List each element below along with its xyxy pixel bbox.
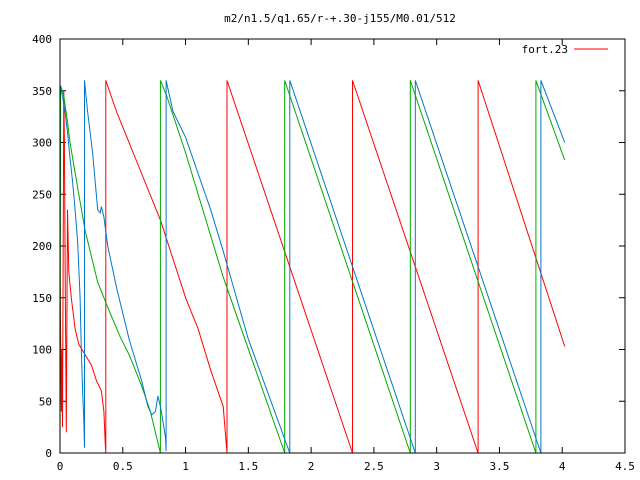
series-group <box>59 80 566 454</box>
x-tick-label: 2 <box>308 460 315 473</box>
y-tick-label: 350 <box>32 85 52 98</box>
x-tick-label: 1 <box>182 460 189 473</box>
x-tick-label: 4.5 <box>615 460 635 473</box>
chart-title: m2/n1.5/q1.65/r-+.30-j155/M0.01/512 <box>224 12 456 25</box>
x-axis: 0 0.5 1 1.5 2 2.5 3 3.5 4 4.5 <box>57 39 635 473</box>
x-tick-label: 1.5 <box>238 460 258 473</box>
y-tick-label: 150 <box>32 292 52 305</box>
series-line-2 <box>59 80 566 454</box>
x-tick-label: 2.5 <box>364 460 384 473</box>
x-tick-label: 3.5 <box>490 460 510 473</box>
x-tick-label: 0 <box>57 460 64 473</box>
legend-label: fort.23 <box>522 43 568 56</box>
y-tick-label: 250 <box>32 188 52 201</box>
y-axis: 0 50 100 150 200 250 300 350 400 <box>32 33 625 460</box>
y-tick-label: 50 <box>39 395 52 408</box>
y-tick-label: 200 <box>32 240 52 253</box>
y-tick-label: 300 <box>32 137 52 150</box>
x-tick-label: 0.5 <box>113 460 133 473</box>
plot-frame <box>59 38 626 454</box>
x-tick-label: 3 <box>433 460 440 473</box>
y-tick-label: 400 <box>32 33 52 46</box>
y-tick-label: 100 <box>32 344 52 357</box>
y-tick-label: 0 <box>45 447 52 460</box>
x-tick-label: 4 <box>559 460 566 473</box>
series-line-0 <box>59 80 566 454</box>
legend: fort.23 <box>522 43 608 56</box>
